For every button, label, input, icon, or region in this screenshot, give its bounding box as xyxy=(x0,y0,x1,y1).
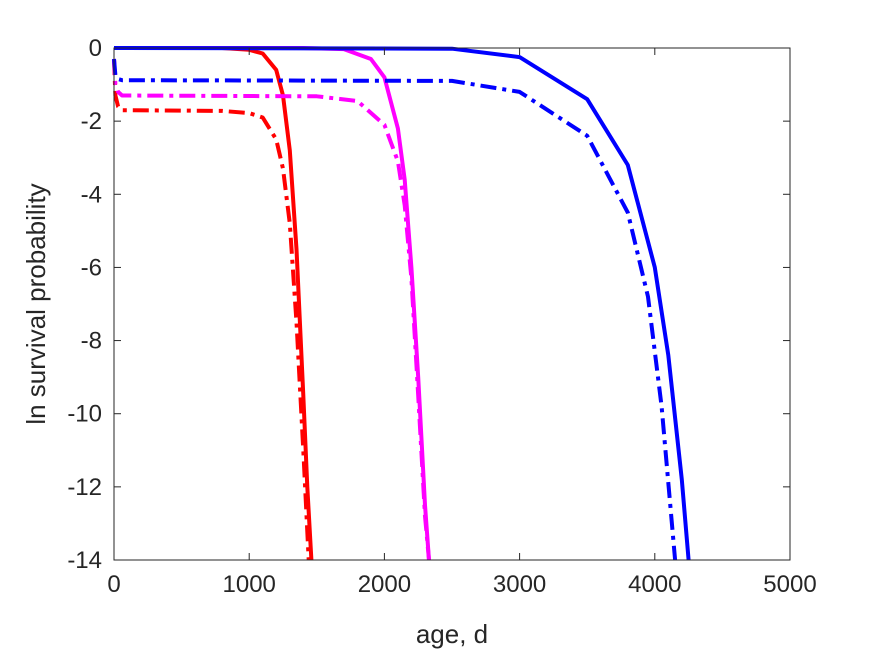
x-tick-label: 2000 xyxy=(358,571,411,598)
x-tick-label: 1000 xyxy=(223,571,276,598)
series-line-6 xyxy=(112,58,678,561)
y-tick-label: 0 xyxy=(89,35,102,62)
series-line-2 xyxy=(112,58,311,561)
y-axis-label: ln survival probability xyxy=(21,183,51,424)
plot-area xyxy=(114,48,790,560)
y-tick-label: -10 xyxy=(67,401,102,428)
series-line-4 xyxy=(112,58,431,561)
x-tick-label: 3000 xyxy=(493,571,546,598)
plot-frame xyxy=(113,47,791,561)
x-tick-label: 4000 xyxy=(628,571,681,598)
y-tick-label: -14 xyxy=(67,547,102,574)
y-tick-label: -4 xyxy=(81,181,102,208)
y-tick-label: -6 xyxy=(81,254,102,281)
series-layer xyxy=(112,46,691,561)
y-tick-label: -2 xyxy=(81,108,102,135)
y-tick-label: -8 xyxy=(81,328,102,355)
ticks-layer: 0 1000 2000 3000 4000 5000 -14 -12 -10 -8 -6 -4 -2 0 xyxy=(67,35,816,598)
x-axis-label: age, d xyxy=(416,619,488,649)
series-line-5 xyxy=(113,46,691,561)
y-tick-label: -12 xyxy=(67,474,102,501)
x-tick-label: 5000 xyxy=(763,571,816,598)
x-tick-label: 0 xyxy=(107,571,120,598)
